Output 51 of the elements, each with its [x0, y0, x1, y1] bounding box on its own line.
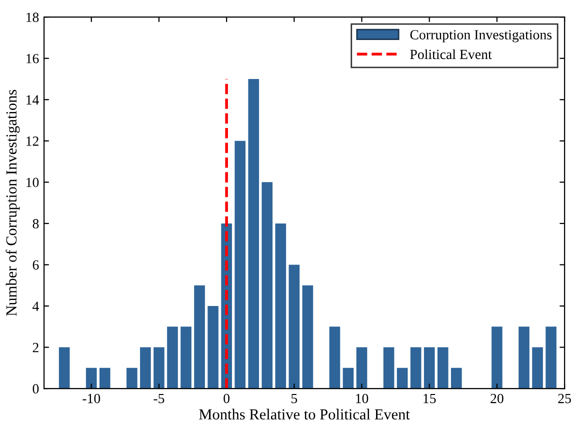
bar: [140, 347, 151, 389]
bar: [518, 326, 530, 389]
bar: [329, 326, 340, 389]
bar: [532, 347, 543, 389]
bar: [99, 368, 110, 389]
x-tick-label: 15: [424, 394, 436, 404]
bar: [248, 78, 260, 389]
bar: [450, 368, 462, 389]
y-tick-label: 10: [26, 178, 39, 188]
bar: [180, 326, 192, 389]
y-axis-title: Number of Corruption Investigations: [6, 90, 20, 316]
bar: [154, 347, 164, 389]
y-tick-label: 6: [32, 260, 39, 270]
x-tick-label: 0: [224, 394, 230, 404]
bar: [546, 326, 556, 389]
y-tick-label: 12: [26, 136, 38, 146]
legend-label: Political Event: [410, 49, 492, 60]
bar: [167, 326, 178, 389]
y-tick-label: 16: [26, 54, 39, 64]
bar: [437, 347, 448, 389]
y-tick-label: 8: [32, 219, 39, 228]
bar: [275, 223, 286, 389]
x-tick-label: 10: [356, 394, 368, 404]
bar: [262, 182, 273, 389]
x-tick-label: 25: [558, 394, 571, 404]
y-tick-label: 14: [26, 95, 39, 104]
bar: [126, 368, 138, 389]
bar: [194, 285, 205, 389]
x-axis-title: Months Relative to Political Event: [199, 408, 410, 420]
bar: [302, 285, 314, 389]
bar: [410, 347, 422, 389]
y-tick-label: 18: [26, 12, 39, 22]
x-tick-label: -5: [154, 394, 164, 404]
y-tick-label: 0: [32, 384, 39, 394]
y-tick-label: 4: [32, 302, 39, 311]
x-tick-label: 20: [490, 394, 504, 404]
bar: [356, 347, 368, 389]
bar: [234, 140, 246, 389]
bar: [396, 368, 408, 389]
bar: [424, 347, 435, 389]
y-tick-label: 2: [32, 342, 38, 352]
legend-label: Corruption Investigations: [410, 30, 552, 42]
x-tick-label: -10: [82, 394, 100, 404]
bar: [208, 306, 218, 389]
x-tick-label: 5: [292, 394, 298, 404]
bar: [342, 368, 354, 389]
bar: [86, 368, 97, 389]
bar: [288, 264, 300, 389]
bar: [383, 347, 394, 389]
bar: [58, 347, 70, 389]
bar: [492, 326, 502, 389]
